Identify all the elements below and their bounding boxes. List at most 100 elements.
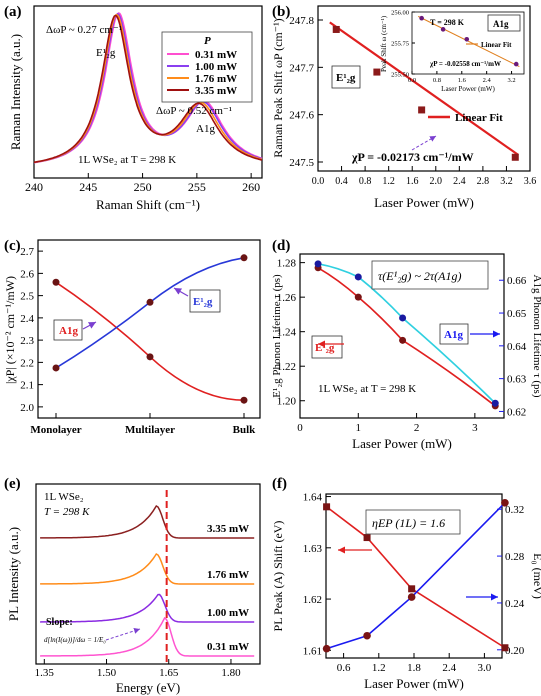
- legend-fit-label-b: Linear Fit: [455, 112, 503, 124]
- arrow-e2g-c: [173, 287, 189, 297]
- annotation-shift-a1g: ΔωP ~ 0.52 cm⁻¹: [156, 105, 232, 117]
- data-point-c: [146, 353, 154, 361]
- data-point-f: [501, 498, 509, 507]
- label-box-a1g-c: [53, 319, 83, 341]
- inset-slope-b: χP = -0.02558 cm⁻¹/mW: [429, 60, 501, 68]
- x-tick-label-f: 0.6: [337, 662, 351, 674]
- relation-box-d: [371, 260, 489, 290]
- inset-x-tick-label-b: 2.4: [483, 77, 492, 84]
- data-point-b: [418, 106, 426, 114]
- y-axis-right-label-f: E₀ (meV): [531, 553, 541, 599]
- annotation-mode-a1g: A1g: [196, 123, 215, 135]
- inset-data-point-b: [513, 61, 519, 67]
- inset-data-point-b: [419, 15, 424, 21]
- inset-y-tick-label-b: 255.50: [391, 72, 409, 79]
- y-tick-label-f: 1.62: [303, 594, 322, 606]
- x-tick-label-d: 3: [472, 422, 478, 434]
- data-point-d: [399, 336, 407, 344]
- x-axis-label-a: Raman Shift (cm⁻¹): [96, 197, 200, 212]
- slope-label-b: χP = -0.02173 cm⁻¹/mW: [351, 150, 474, 164]
- annotation-mode-e2g: E¹₂g: [96, 47, 116, 59]
- inset-mode-b: A1g: [493, 19, 509, 29]
- data-point-d: [399, 314, 407, 322]
- relation-d: τ(E¹₂g) ~ 2τ(A1g): [378, 269, 462, 283]
- y-axis-label-d: E¹₂g Phonon Lifetime τ (ps): [271, 274, 283, 398]
- annotation-temp-e: T = 298 K: [44, 506, 90, 518]
- y-tick-label-d: 1.22: [277, 361, 296, 373]
- y-tick-label-f: 1.64: [303, 492, 323, 504]
- data-point-c: [52, 364, 60, 372]
- annotation-sample-a: 1L WSe₂ at T = 298 K: [78, 154, 176, 166]
- x-tick-label-f: 2.4: [442, 662, 456, 674]
- eta-box-f: [365, 509, 461, 535]
- x-tick-label-e: 1.65: [159, 667, 179, 679]
- y-axis-label-c: |χP| (×10⁻² cm⁻¹/mW): [3, 276, 17, 384]
- y-axis-label-e: PL Intensity (a.u.): [6, 527, 21, 621]
- data-b: [329, 21, 519, 161]
- y-tick-right-label-f: 0.28: [505, 551, 525, 563]
- label-box-a1g-d: [439, 323, 469, 345]
- x-tick-label-d: 0: [297, 422, 303, 434]
- ticks-d: 0 1 2 3 1.20 1.22 1.24 1.26 1.28 0.62 0.63 0.64 0.65…: [277, 258, 527, 434]
- data-point-c: [146, 298, 154, 306]
- panel-c: (c) 2.0 2.1 2.2 2.3 2.4 2.5 2.6 2.7 Monolayer Mul…: [3, 238, 261, 436]
- plot-frame-b: [317, 5, 531, 172]
- legend-label-a: 1.00 mW: [195, 61, 237, 73]
- panel-label-e: (e): [4, 476, 21, 492]
- annotation-shift-e2g: ΔωP ~ 0.27 cm⁻¹: [46, 24, 122, 36]
- y-tick-label-c: 2.6: [20, 268, 34, 280]
- x-tick-label-a: 245: [79, 180, 97, 194]
- data-point-d: [314, 260, 322, 268]
- y-tick-label-d: 1.26: [277, 292, 297, 304]
- pl-spectrum-e: [40, 616, 255, 657]
- data-point-f: [408, 585, 416, 593]
- panel-a: (a) 240 245 250 255 260 Raman Shift (cm⁻¹) R…: [4, 4, 263, 212]
- inset-mode-box-b: [487, 14, 521, 32]
- panel-label-c: (c): [4, 238, 21, 254]
- y-tick-right-label-d: 0.64: [507, 341, 527, 353]
- y-tick-right-label-f: 0.32: [505, 504, 524, 516]
- x-tick-label-a: 250: [134, 180, 152, 194]
- data-point-f: [322, 644, 331, 653]
- x-tick-label-e: 1.35: [35, 667, 55, 679]
- data-point-d: [354, 273, 362, 281]
- y-tick-right-label-d: 0.65: [507, 308, 527, 320]
- data-point-c: [52, 278, 60, 286]
- pl-spectrum-e: [40, 552, 255, 585]
- legend-label-a: 0.31 mW: [195, 49, 237, 61]
- inset-x-tick-label-b: 0.0: [408, 77, 416, 84]
- inset-x-tick-label-b: 0.8: [433, 77, 441, 84]
- x-tick-label-a: 260: [242, 180, 260, 194]
- y-tick-label-d: 1.24: [277, 327, 297, 339]
- y-axis-label-f: PL Peak (A) Shift (eV): [271, 521, 285, 632]
- x-tick-label-b: 0.4: [335, 176, 348, 187]
- x-tick-label-b: 1.6: [406, 176, 419, 187]
- plot-frame-a: [33, 5, 263, 179]
- x-tick-label-d: 1: [356, 422, 362, 434]
- inset-x-label-b: Laser Power (mW): [441, 85, 495, 93]
- arrow-a1g-c: [82, 321, 97, 330]
- y-tick-label-b: 247.6: [289, 110, 314, 122]
- pl-spectrum-e: [40, 593, 255, 623]
- x-tick-label-a: 240: [25, 180, 43, 194]
- y-tick-right-label-f: 0.20: [505, 645, 525, 657]
- x-tick-label-b: 2.4: [453, 176, 466, 187]
- x-tick-label-b: 3.6: [524, 176, 537, 187]
- panel-label-f: (f): [272, 476, 287, 492]
- y-tick-label-c: 2.0: [20, 402, 34, 414]
- legend-entries-a: 0.31 mW1.00 mW1.76 mW3.35 mW: [167, 49, 237, 97]
- plot-frame-d: [299, 253, 505, 419]
- slope-title-e: Slope:: [46, 617, 73, 628]
- inset-ticks-b: 0.0 0.8 1.6 2.4 3.2 255.50 255.75 256.00: [391, 10, 515, 85]
- data-point-f: [407, 593, 416, 601]
- x-tick-label-b: 2.8: [477, 176, 490, 187]
- legend-a: P 0.31 mW1.00 mW1.76 mW3.35 mW: [161, 31, 253, 103]
- slope-formula-e: d[ln(I(ω))]/dω = 1/E₀: [44, 636, 106, 644]
- ticks-f: 0.6 1.2 1.8 2.4 3.0 1.61 1.62 1.63 1.64 0.20 0.24 0…: [303, 492, 525, 674]
- label-box-e2g-c: [189, 289, 221, 313]
- data-point-d: [491, 399, 499, 407]
- legend-title-a: P: [204, 35, 211, 47]
- x-tick-label-e: 1.80: [221, 667, 241, 679]
- y-tick-label-d: 1.28: [277, 258, 297, 270]
- y-tick-label-c: 2.2: [20, 357, 34, 369]
